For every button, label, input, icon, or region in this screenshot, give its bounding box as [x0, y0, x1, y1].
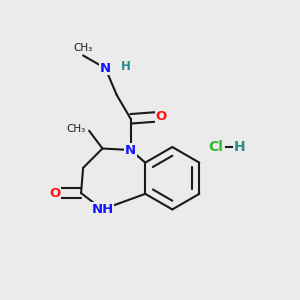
- Text: Cl: Cl: [208, 140, 223, 154]
- Text: O: O: [156, 110, 167, 123]
- Text: CH₃: CH₃: [67, 124, 86, 134]
- Text: N: N: [100, 62, 111, 75]
- Text: CH₃: CH₃: [74, 43, 93, 52]
- Text: O: O: [49, 187, 61, 200]
- Text: NH: NH: [91, 203, 114, 216]
- Text: H: H: [121, 60, 131, 73]
- Text: N: N: [125, 143, 136, 157]
- Text: H: H: [233, 140, 245, 154]
